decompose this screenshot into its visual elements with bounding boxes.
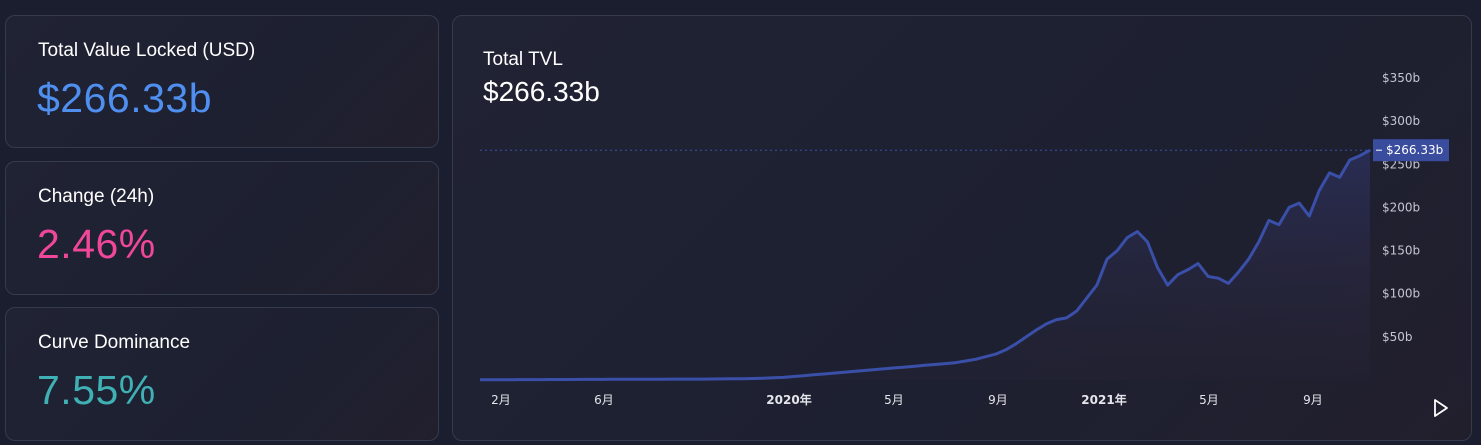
dominance-card: Curve Dominance 7.55% [5,307,439,441]
play-icon[interactable] [1431,397,1451,419]
change-value: 2.46% [37,221,156,267]
dominance-value: 7.55% [37,367,156,413]
chart-title: Total TVL [483,49,563,70]
y-tick-label: $150b [1382,244,1420,258]
x-tick-label: 6月 [594,393,614,407]
y-tick-label: $200b [1382,200,1420,214]
chart-card: Total TVL $266.33b $50b $100b $150b $200b $2… [452,15,1472,441]
current-value-marker: $266.33b [1373,139,1449,162]
y-tick-label: $50b [1382,330,1413,344]
x-tick-label: 2020年 [766,392,811,407]
tvl-area-fill [480,150,1370,380]
x-tick-label: 5月 [884,393,904,407]
y-tick-label: $100b [1382,287,1420,301]
current-value-label: $266.33b [1386,143,1443,157]
change-card: Change (24h) 2.46% [5,161,439,295]
chart-value: $266.33b [483,76,600,107]
tvl-area-chart[interactable]: $50b$100b$150b$200b$250b$300b$350b$266.3… [453,16,1471,440]
dominance-label: Curve Dominance [38,332,191,353]
x-tick-label: 2月 [491,393,511,407]
x-tick-label: 9月 [1303,393,1323,407]
x-tick-label: 9月 [988,393,1008,407]
change-label: Change (24h) [38,186,155,207]
tvl-card: Total Value Locked (USD) $266.33b [5,15,439,148]
y-tick-label: $350b [1382,71,1420,85]
tvl-value: $266.33b [37,75,213,121]
x-tick-label: 2021年 [1081,392,1126,407]
tvl-label: Total Value Locked (USD) [38,40,256,61]
y-tick-label: $300b [1382,114,1420,128]
x-tick-label: 5月 [1199,393,1219,407]
tvl-series-line [480,148,1371,382]
